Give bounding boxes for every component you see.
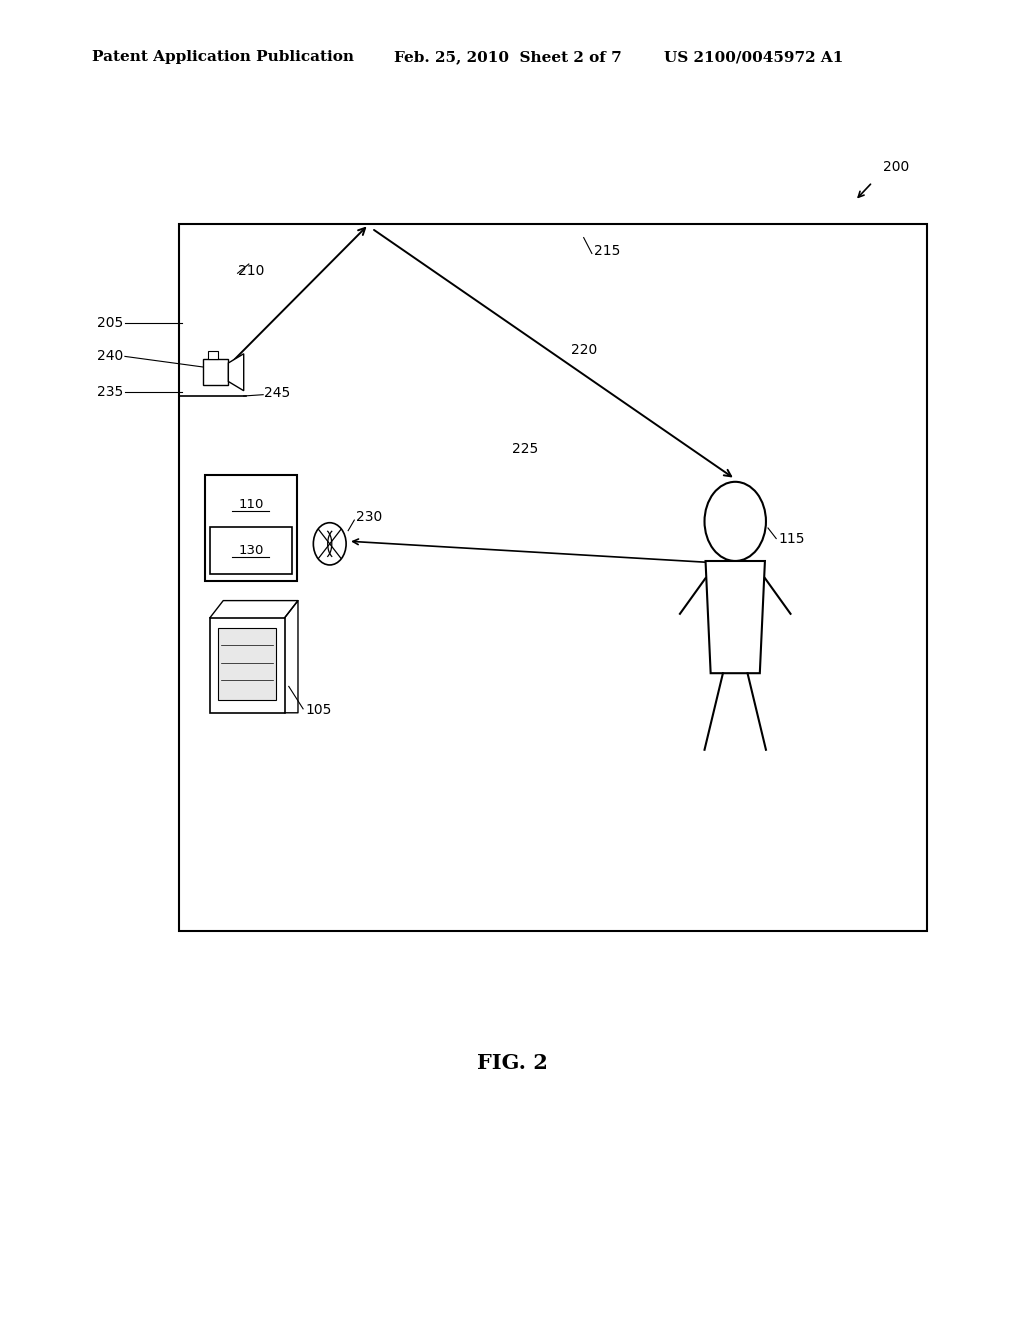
Polygon shape <box>706 561 765 673</box>
Text: 225: 225 <box>512 442 539 455</box>
Text: 240: 240 <box>96 350 123 363</box>
Text: Patent Application Publication: Patent Application Publication <box>92 50 354 65</box>
Polygon shape <box>210 618 285 713</box>
Text: 115: 115 <box>778 532 805 545</box>
Text: Feb. 25, 2010  Sheet 2 of 7: Feb. 25, 2010 Sheet 2 of 7 <box>394 50 622 65</box>
Text: 245: 245 <box>264 387 291 400</box>
Text: 235: 235 <box>96 385 123 399</box>
Text: 110: 110 <box>239 498 263 511</box>
Text: 220: 220 <box>571 343 598 356</box>
Text: 130: 130 <box>239 544 263 557</box>
Polygon shape <box>228 354 244 391</box>
Text: 205: 205 <box>96 317 123 330</box>
Polygon shape <box>210 527 292 574</box>
Text: 230: 230 <box>356 511 383 524</box>
Polygon shape <box>208 351 218 359</box>
Text: FIG. 2: FIG. 2 <box>476 1052 548 1073</box>
Polygon shape <box>203 359 228 385</box>
Text: 210: 210 <box>238 264 264 277</box>
Circle shape <box>705 482 766 561</box>
Text: 200: 200 <box>883 160 909 174</box>
Polygon shape <box>205 475 297 581</box>
Text: 215: 215 <box>594 244 621 257</box>
Circle shape <box>313 523 346 565</box>
Text: US 2100/0045972 A1: US 2100/0045972 A1 <box>664 50 843 65</box>
Polygon shape <box>218 628 276 700</box>
Text: 105: 105 <box>305 704 332 717</box>
